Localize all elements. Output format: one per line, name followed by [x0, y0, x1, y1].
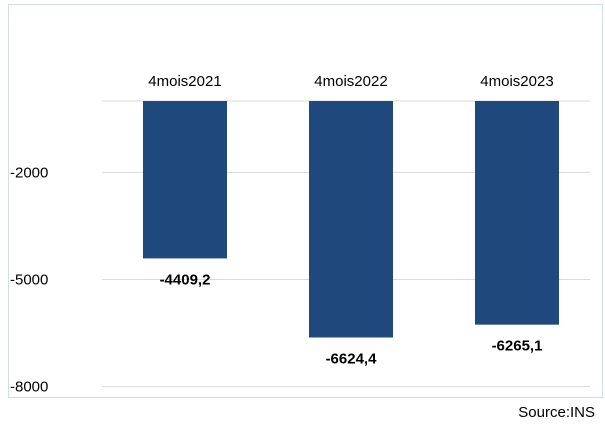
y-tick-label: -5000 [10, 272, 48, 289]
source-note: Source:INS [518, 404, 595, 421]
x-tick-label: 4mois2022 [314, 73, 387, 90]
y-tick-label: -2000 [10, 164, 48, 181]
data-label: -6265,1 [492, 338, 543, 355]
y-tick-label: -8000 [10, 379, 48, 396]
x-tick-label: 4mois2021 [148, 73, 221, 90]
bar [143, 101, 227, 259]
x-tick-label: 4mois2023 [480, 73, 553, 90]
bar [475, 101, 559, 325]
bar [309, 101, 393, 338]
data-label: -6624,4 [326, 350, 378, 367]
data-label: -4409,2 [160, 271, 211, 288]
